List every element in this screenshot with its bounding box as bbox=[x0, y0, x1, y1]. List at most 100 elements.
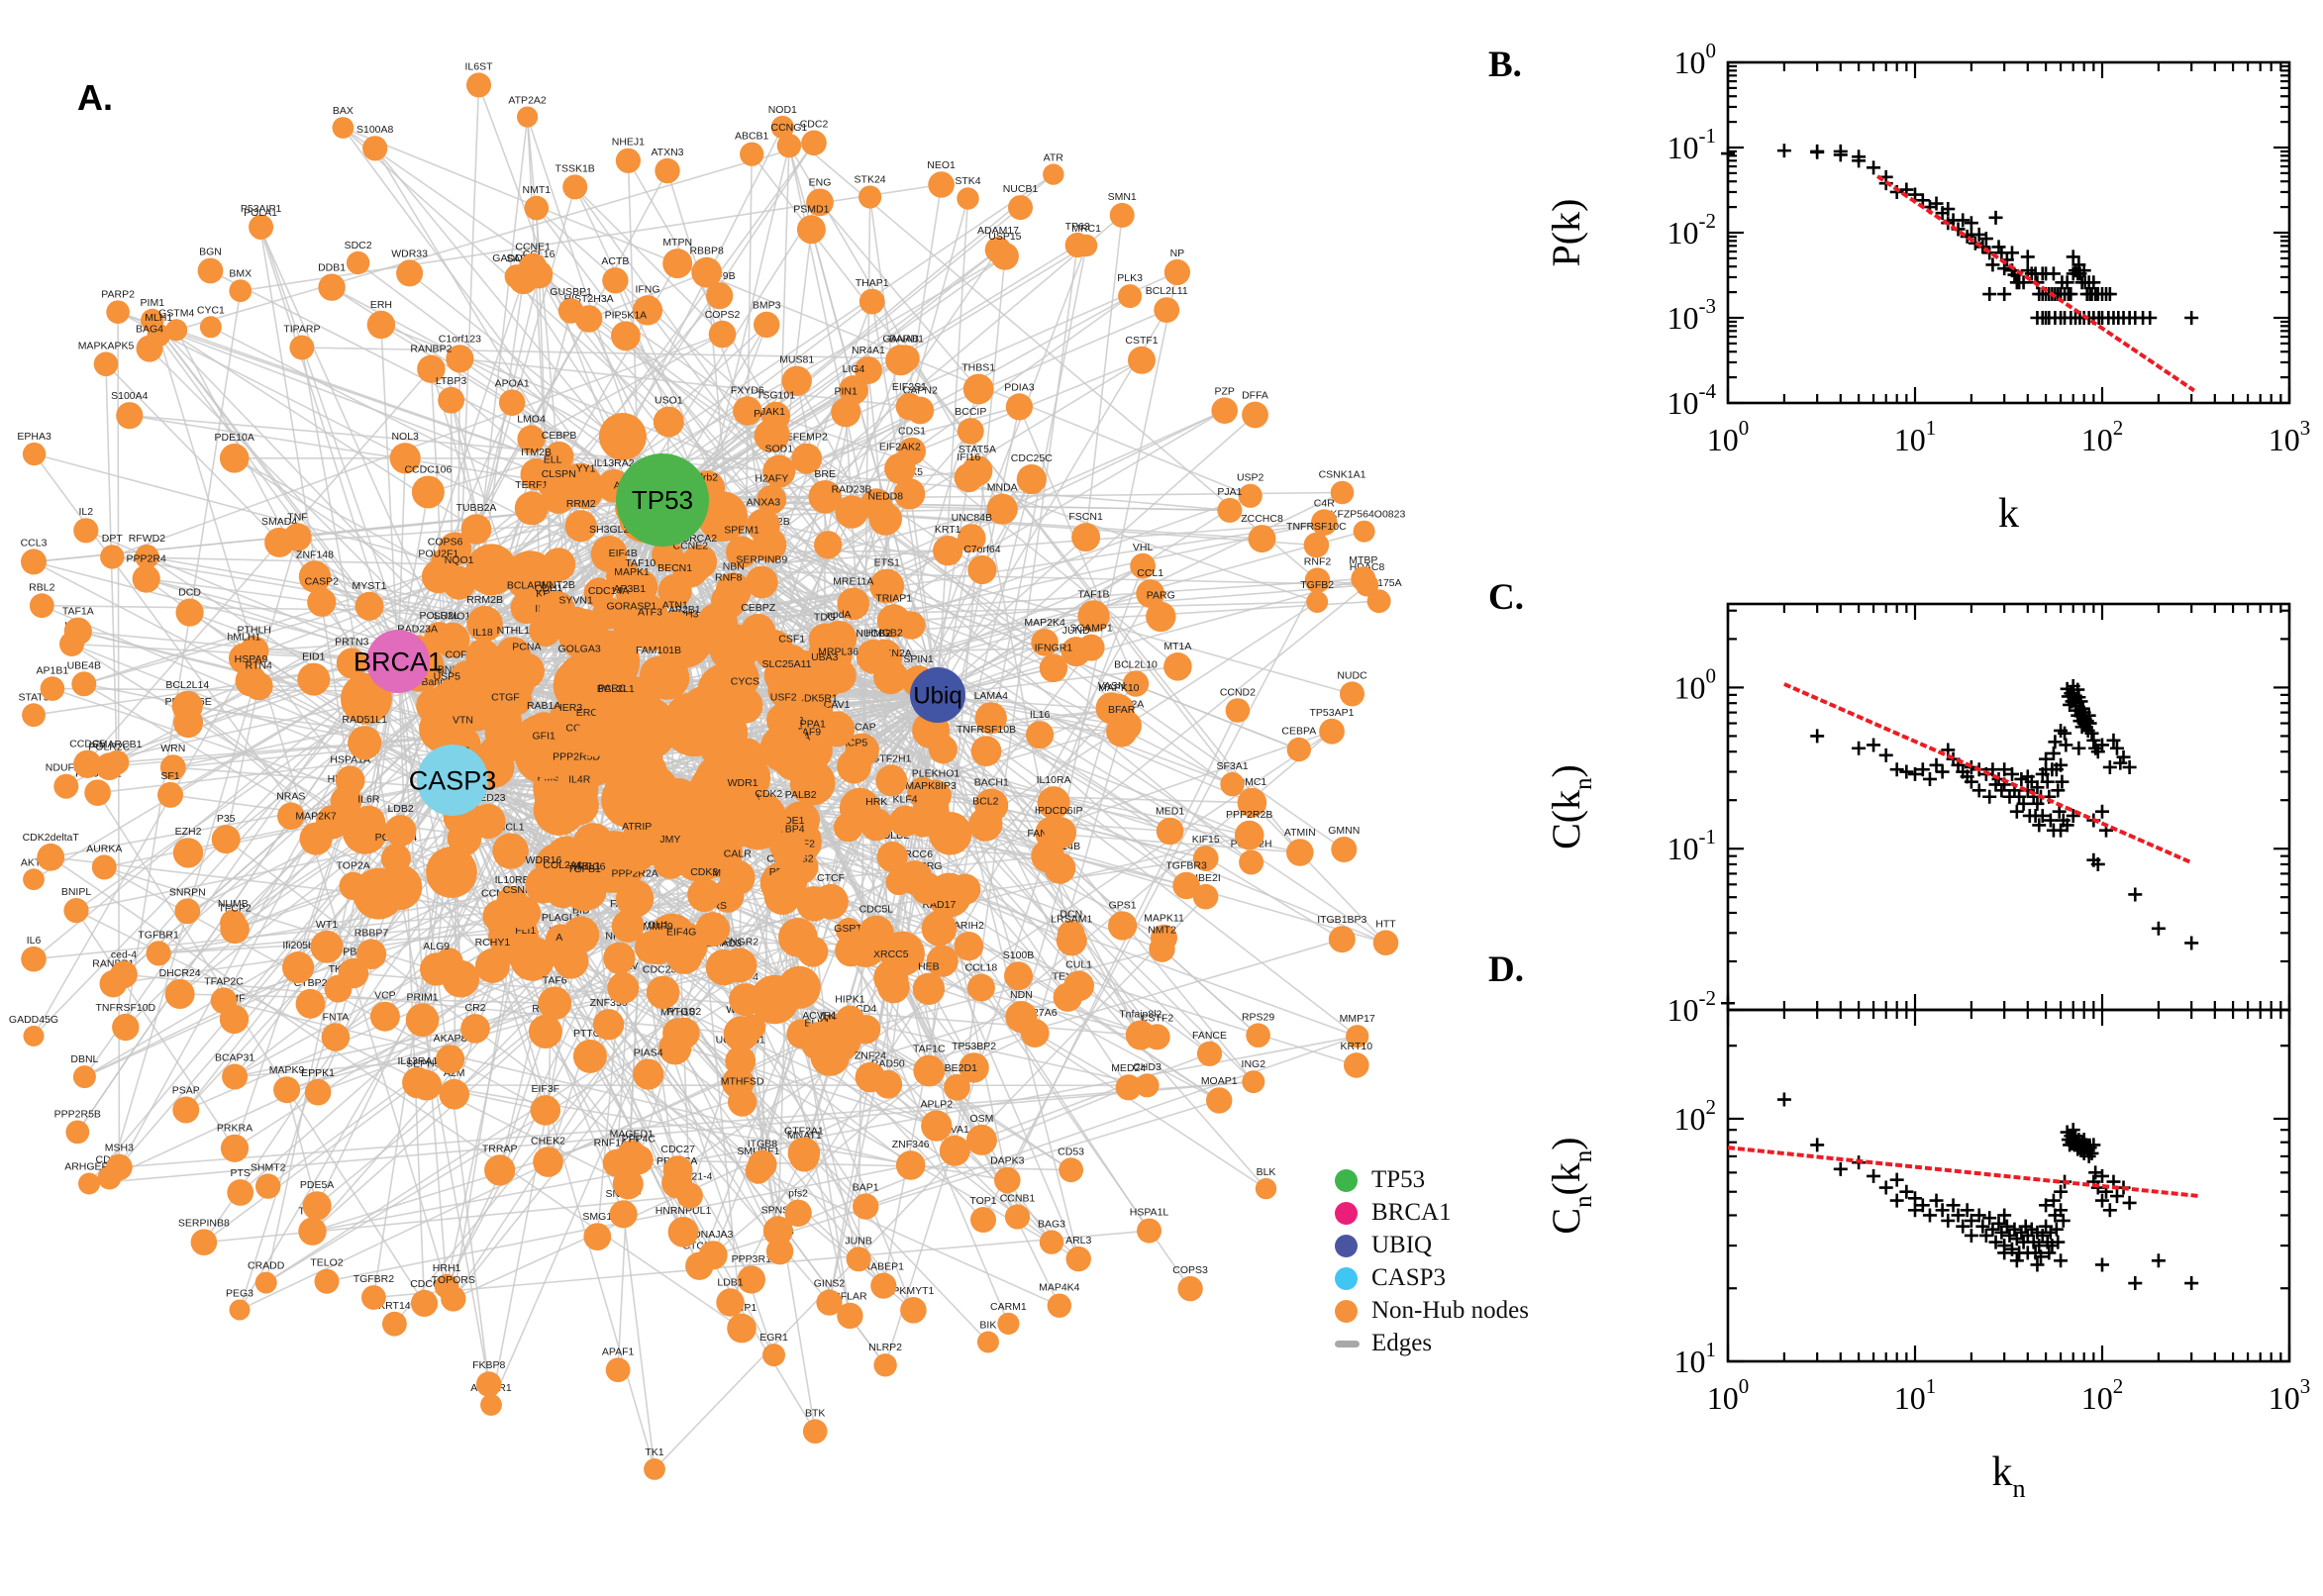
network-node[interactable] bbox=[858, 915, 894, 951]
network-node[interactable] bbox=[289, 335, 315, 360]
network-node[interactable] bbox=[460, 514, 492, 545]
network-node[interactable] bbox=[299, 822, 333, 855]
network-node[interactable] bbox=[112, 1013, 140, 1042]
network-node[interactable] bbox=[726, 536, 758, 568]
network-node[interactable] bbox=[944, 1073, 970, 1101]
network-node[interactable] bbox=[197, 257, 224, 284]
network-node[interactable] bbox=[858, 288, 885, 315]
hub-node-ubiq[interactable] bbox=[910, 667, 965, 723]
network-node[interactable] bbox=[136, 335, 163, 362]
network-node[interactable] bbox=[106, 300, 130, 325]
network-node[interactable] bbox=[806, 662, 844, 701]
network-node[interactable] bbox=[1130, 552, 1156, 579]
network-node[interactable] bbox=[835, 1005, 865, 1035]
network-node[interactable] bbox=[441, 1286, 466, 1312]
network-node[interactable] bbox=[740, 142, 764, 166]
network-node[interactable] bbox=[839, 375, 868, 405]
network-node[interactable] bbox=[1311, 509, 1338, 536]
network-node[interactable] bbox=[164, 979, 195, 1009]
network-node[interactable] bbox=[174, 898, 201, 925]
network-node[interactable] bbox=[762, 1216, 793, 1247]
network-node[interactable] bbox=[921, 911, 958, 947]
network-node[interactable] bbox=[959, 1052, 989, 1083]
network-node[interactable] bbox=[1330, 480, 1355, 505]
network-node[interactable] bbox=[723, 1016, 759, 1051]
network-node[interactable] bbox=[802, 1021, 838, 1056]
network-node[interactable] bbox=[22, 703, 46, 728]
network-node[interactable] bbox=[273, 1076, 301, 1104]
network-node[interactable] bbox=[728, 1087, 758, 1117]
network-node[interactable] bbox=[873, 960, 909, 996]
network-node[interactable] bbox=[893, 478, 926, 510]
network-node[interactable] bbox=[362, 136, 388, 161]
network-node[interactable] bbox=[754, 311, 780, 339]
network-node[interactable] bbox=[298, 1217, 327, 1246]
network-node[interactable] bbox=[855, 1061, 886, 1093]
network-node[interactable] bbox=[913, 1054, 946, 1087]
network-node[interactable] bbox=[446, 345, 474, 373]
network-node[interactable] bbox=[895, 392, 924, 421]
network-node[interactable] bbox=[583, 1223, 612, 1250]
network-node[interactable] bbox=[1039, 1230, 1064, 1254]
network-node[interactable] bbox=[369, 1001, 400, 1032]
network-node[interactable] bbox=[1044, 817, 1077, 849]
network-node[interactable] bbox=[813, 883, 849, 920]
network-node[interactable] bbox=[71, 671, 97, 697]
network-node[interactable] bbox=[615, 148, 642, 173]
network-node[interactable] bbox=[662, 1155, 693, 1185]
network-node[interactable] bbox=[748, 1149, 777, 1179]
network-node[interactable] bbox=[617, 833, 656, 872]
network-node[interactable] bbox=[199, 316, 222, 339]
network-node[interactable] bbox=[1063, 970, 1094, 1002]
network-node[interactable] bbox=[667, 1217, 699, 1247]
network-node[interactable] bbox=[1238, 483, 1262, 508]
network-node[interactable] bbox=[402, 1066, 434, 1099]
network-node[interactable] bbox=[528, 742, 566, 780]
network-node[interactable] bbox=[727, 687, 763, 724]
network-node[interactable] bbox=[1125, 1020, 1156, 1050]
network-node[interactable] bbox=[853, 1193, 879, 1220]
network-node[interactable] bbox=[1196, 1041, 1223, 1066]
network-node[interactable] bbox=[831, 397, 861, 428]
network-node[interactable] bbox=[171, 690, 203, 722]
network-node[interactable] bbox=[250, 218, 271, 240]
network-node[interactable] bbox=[711, 583, 747, 619]
network-node[interactable] bbox=[873, 1353, 897, 1377]
network-node[interactable] bbox=[698, 615, 740, 656]
network-node[interactable] bbox=[384, 815, 417, 847]
network-node[interactable] bbox=[756, 418, 790, 452]
network-node[interactable] bbox=[962, 373, 994, 405]
network-node[interactable] bbox=[720, 859, 756, 896]
network-node[interactable] bbox=[733, 396, 762, 426]
network-node[interactable] bbox=[361, 1285, 386, 1310]
network-node[interactable] bbox=[530, 1095, 561, 1126]
network-node[interactable] bbox=[933, 536, 963, 566]
network-node[interactable] bbox=[1026, 721, 1055, 749]
network-node[interactable] bbox=[29, 593, 54, 619]
network-node[interactable] bbox=[538, 986, 572, 1021]
network-node[interactable] bbox=[544, 441, 574, 471]
network-node[interactable] bbox=[1115, 1074, 1142, 1101]
network-node[interactable] bbox=[1331, 837, 1358, 862]
network-node[interactable] bbox=[766, 703, 801, 738]
network-node[interactable] bbox=[602, 267, 629, 294]
network-node[interactable] bbox=[376, 864, 423, 911]
network-node[interactable] bbox=[484, 1154, 516, 1186]
network-node[interactable] bbox=[775, 645, 809, 678]
network-node[interactable] bbox=[884, 452, 916, 485]
network-node[interactable] bbox=[335, 765, 365, 796]
network-node[interactable] bbox=[926, 945, 959, 977]
network-node[interactable] bbox=[389, 443, 421, 474]
network-node[interactable] bbox=[466, 72, 491, 98]
network-node[interactable] bbox=[527, 712, 560, 746]
network-node[interactable] bbox=[729, 983, 762, 1017]
network-node[interactable] bbox=[970, 736, 1002, 766]
network-node[interactable] bbox=[562, 174, 588, 200]
network-node[interactable] bbox=[653, 406, 684, 438]
network-node[interactable] bbox=[854, 356, 882, 384]
network-node[interactable] bbox=[40, 676, 65, 701]
network-node[interactable] bbox=[465, 639, 500, 673]
network-node[interactable] bbox=[1211, 397, 1238, 425]
network-node[interactable] bbox=[505, 550, 556, 601]
network-node[interactable] bbox=[382, 1311, 407, 1337]
